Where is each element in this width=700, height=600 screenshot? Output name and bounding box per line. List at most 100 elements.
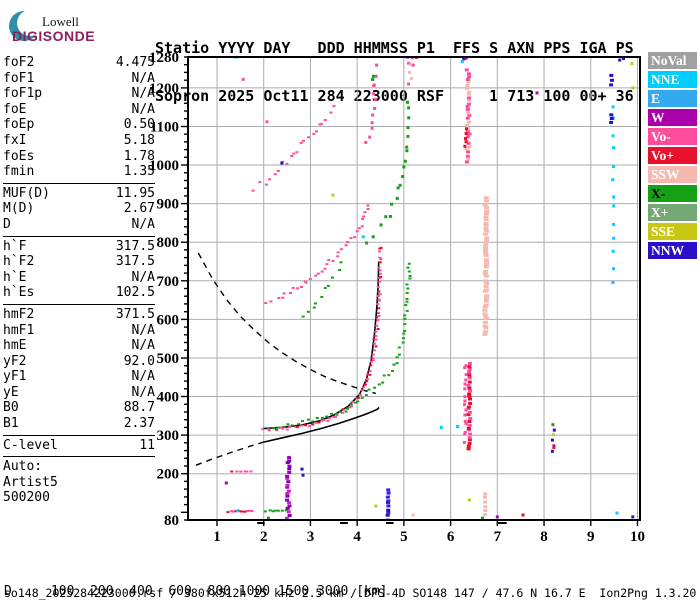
param-group: 317.5 h`F 317.5 h`F2 N/A h`E 102.5 h`Es — [3, 237, 155, 305]
param-row: N/A h`E — [3, 270, 155, 286]
param-value: 92.0 — [123, 353, 155, 369]
legend-item-nne: NNE — [648, 71, 697, 88]
param-label: foF1 — [3, 70, 35, 86]
param-row: N/A yF1 — [3, 369, 155, 385]
logo-crescent-icon — [9, 10, 43, 41]
param-value: 11.95 — [115, 185, 155, 201]
svg-text:500: 500 — [157, 351, 180, 367]
param-row: N/A hmE — [3, 338, 155, 354]
param-row: 371.5 hmF2 — [3, 307, 155, 323]
lowell-digisonde-logo: Lowell DIGISONDE — [6, 6, 146, 50]
param-label: Artist5 — [3, 474, 58, 490]
param-value: 1.35 — [123, 164, 155, 180]
svg-text:200: 200 — [157, 467, 180, 483]
svg-text:900: 900 — [157, 197, 180, 213]
param-row: 102.5 h`Es — [3, 285, 155, 301]
param-row: 4.475 foF2 — [3, 55, 155, 71]
svg-text:300: 300 — [157, 428, 180, 444]
param-value: 4.475 — [115, 55, 155, 70]
param-label: hmF1 — [3, 322, 35, 338]
param-label: foEp — [3, 117, 35, 133]
param-label: yF1 — [3, 369, 27, 385]
param-row: N/A hmF1 — [3, 323, 155, 339]
svg-text:6: 6 — [447, 529, 455, 545]
d-row: D 100 200 400 600 800 1000 1500 3000 [km… — [4, 584, 388, 599]
logo-line1: Lowell — [42, 14, 79, 29]
param-row: N/A foF1p — [3, 86, 155, 102]
param-row: 92.0 yF2 — [3, 354, 155, 370]
svg-text:1100: 1100 — [150, 120, 179, 136]
param-row: 1.78 foEs — [3, 149, 155, 165]
param-label: fxI — [3, 132, 27, 148]
param-row: 2.37 B1 — [3, 416, 155, 432]
param-label: hmE — [3, 338, 27, 354]
param-value: 371.5 — [115, 306, 155, 322]
param-value: 0.50 — [123, 117, 155, 133]
legend-item-w: W — [648, 109, 697, 126]
param-row: N/A foE — [3, 102, 155, 118]
svg-text:7: 7 — [494, 529, 502, 545]
param-label: yE — [3, 384, 19, 400]
param-value: N/A — [131, 216, 155, 232]
param-value: 102.5 — [115, 285, 155, 301]
param-value: 2.37 — [123, 416, 155, 432]
param-label: 500200 — [3, 490, 50, 506]
legend-item-x-: X- — [648, 185, 697, 202]
param-label: C-level — [3, 437, 58, 453]
param-group: Auto: Artist5 500200 — [3, 457, 155, 509]
svg-text:600: 600 — [157, 312, 180, 328]
param-value: N/A — [131, 369, 155, 385]
param-group: 371.5 hmF2 N/A hmF1 N/A hmE 92.0 yF2 N/A yF1 N/A yE… — [3, 305, 155, 436]
param-row: 0.50 foEp — [3, 117, 155, 133]
param-value: 5.18 — [123, 132, 155, 148]
param-group: 11 C-level — [3, 436, 155, 458]
param-label: h`F2 — [3, 254, 35, 270]
header: Statio YYYY DAY DDD HHMMSS P1 FFS S AXN … — [155, 8, 634, 136]
param-label: B1 — [3, 416, 19, 432]
svg-text:800: 800 — [157, 235, 180, 251]
param-value: N/A — [131, 338, 155, 354]
param-row: 11.95 MUF(D) — [3, 186, 155, 202]
param-row: 1.35 fmin — [3, 164, 155, 180]
param-label: M(D) — [3, 201, 35, 217]
svg-text:80: 80 — [164, 513, 179, 529]
legend-item-e: E — [648, 90, 697, 107]
param-label: Auto: — [3, 459, 43, 475]
legend-item-sse: SSE — [648, 223, 697, 240]
scaled-parameters-panel: 4.475 foF2 N/A foF1 N/A foF1p N/A foE 0.50 foEp 5.… — [3, 53, 155, 509]
param-value: 1.78 — [123, 148, 155, 164]
logo-line2: DIGISONDE — [12, 28, 96, 44]
param-label: D — [3, 216, 11, 232]
legend-item-vo+: Vo+ — [648, 147, 697, 164]
param-group: 4.475 foF2 N/A foF1 N/A foF1p N/A foE 0.50 foEp 5.… — [3, 53, 155, 184]
header-field-values: Sopron 2025 Oct11 284 223000 RSF 1 713 1… — [155, 87, 634, 105]
param-label: h`F — [3, 238, 27, 254]
legend-item-vo-: Vo- — [648, 128, 697, 145]
param-group: 11.95 MUF(D) 2.67 M(D) N/A D — [3, 184, 155, 237]
param-label: yF2 — [3, 353, 27, 369]
param-row: Auto: — [3, 459, 155, 475]
param-row: 88.7 B0 — [3, 400, 155, 416]
param-row: N/A foF1 — [3, 71, 155, 87]
svg-text:400: 400 — [157, 390, 180, 406]
svg-text:9: 9 — [587, 529, 595, 545]
param-label: foF2 — [3, 55, 35, 70]
svg-text:5: 5 — [400, 529, 408, 545]
param-row: Artist5 — [3, 475, 155, 491]
param-label: fmin — [3, 164, 35, 180]
svg-text:700: 700 — [157, 274, 180, 290]
param-value: 11 — [139, 437, 155, 453]
param-label: B0 — [3, 400, 19, 416]
param-label: foEs — [3, 148, 35, 164]
param-row: 2.67 M(D) — [3, 201, 155, 217]
svg-text:2: 2 — [260, 529, 268, 545]
param-label: h`E — [3, 269, 27, 285]
param-value: N/A — [131, 384, 155, 400]
echo-direction-color-legend: NoVal NNE E W Vo- Vo+ SSW X- X+ SSE NNW — [648, 52, 697, 261]
param-value: 2.67 — [123, 201, 155, 217]
param-row: 317.5 h`F — [3, 239, 155, 255]
param-row: N/A yE — [3, 385, 155, 401]
param-label: MUF(D) — [3, 185, 50, 201]
svg-text:1: 1 — [213, 529, 221, 545]
